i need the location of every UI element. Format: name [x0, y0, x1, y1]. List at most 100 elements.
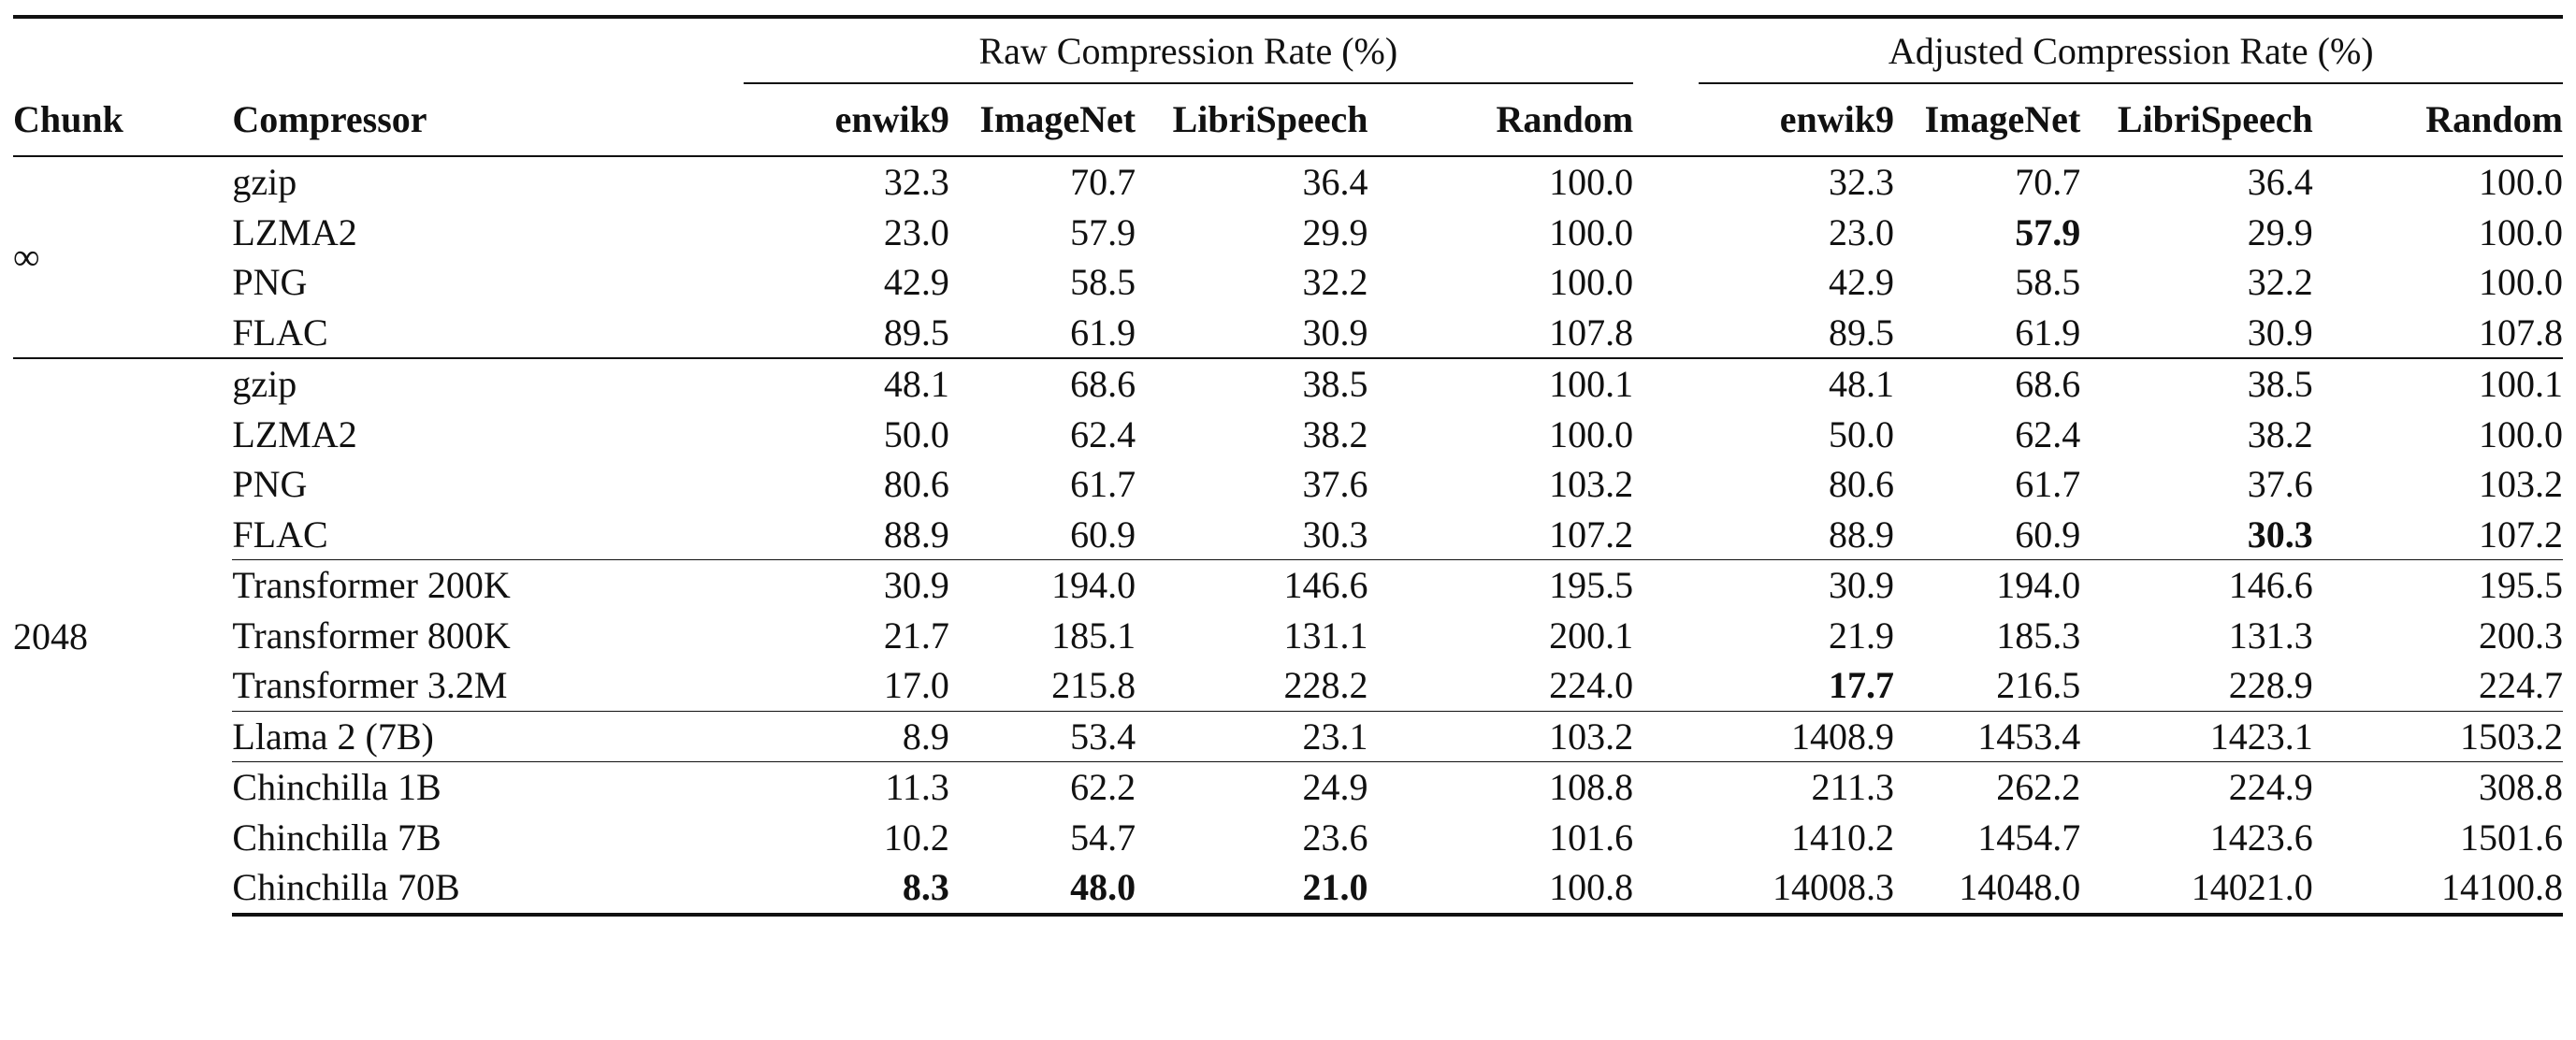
adjusted-rate-cell: 50.0 [1829, 412, 1895, 455]
adjusted-rate-cell: 61.7 [2015, 463, 2081, 505]
adjusted-rate-cell: 68.6 [1894, 357, 2081, 410]
adjusted-rate-cell: 1501.6 [2460, 816, 2563, 859]
compressor-column-header: Compressor [232, 98, 427, 140]
raw-random-header: Random [1496, 98, 1634, 140]
adjusted-rate-cell: 38.2 [2247, 412, 2313, 455]
column-header-row: Chunk Compressor enwik9 ImageNet LibriSp… [13, 84, 2563, 156]
adjusted-rate-cell: 211.3 [1699, 761, 1895, 813]
table-row: Transformer 200K 30.9 194.0 146.6 195.5 30.9 1… [13, 559, 2563, 611]
adjusted-rate-cell: 88.9 [1829, 513, 1895, 556]
adjusted-rate-cell: 103.2 [2479, 463, 2563, 505]
raw-rate-cell: 53.4 [948, 710, 1136, 762]
compressor-name-cell: PNG [232, 463, 308, 505]
adjusted-rate-cell: 224.7 [2479, 664, 2563, 706]
adjusted-rate-cell: 100.1 [2312, 357, 2563, 410]
raw-rate-cell: 60.9 [1070, 513, 1136, 556]
compressor-name-cell: Transformer 200K [232, 559, 744, 611]
raw-rate-cell: 131.1 [1283, 614, 1368, 657]
chunk-column-header: Chunk [13, 98, 123, 140]
adjusted-rate-cell: 224.9 [2080, 761, 2313, 813]
adjusted-librispeech-header: LibriSpeech [2117, 98, 2313, 140]
raw-rate-cell: 23.0 [883, 210, 949, 253]
chunk-size-cell: ∞ [13, 155, 233, 358]
raw-rate-cell: 89.5 [883, 311, 949, 354]
raw-rate-cell: 100.0 [1549, 412, 1634, 455]
compressor-name-cell: Transformer 800K [232, 614, 511, 657]
compressor-name-cell: Chinchilla 1B [232, 761, 744, 813]
raw-rate-cell: 108.8 [1368, 761, 1634, 813]
raw-rate-cell: 62.2 [948, 761, 1136, 813]
adjusted-rate-cell: 42.9 [1829, 261, 1895, 303]
compressor-name-cell: gzip [232, 357, 744, 410]
adjusted-rate-cell: 107.8 [2479, 311, 2563, 354]
raw-rate-cell: 8.9 [743, 710, 949, 762]
raw-rate-cell: 194.0 [948, 559, 1136, 611]
raw-rate-cell: 42.9 [883, 261, 949, 303]
adjusted-rate-cell: 1423.6 [2209, 816, 2313, 859]
raw-rate-cell: 107.2 [1549, 513, 1634, 556]
compressor-name-cell: LZMA2 [232, 210, 357, 253]
adjusted-rate-cell: 100.0 [2479, 412, 2563, 455]
raw-rate-cell: 38.2 [1302, 412, 1368, 455]
raw-rate-cell: 101.6 [1549, 816, 1634, 859]
raw-rate-cell: 80.6 [883, 463, 949, 505]
raw-rate-cell: 195.5 [1368, 559, 1634, 611]
adjusted-rate-cell: 1423.1 [2080, 710, 2313, 762]
raw-rate-cell: 23.6 [1302, 816, 1368, 859]
table-row: Chinchilla 70B 8.3 48.0 21.0 100.8 14008.3 140… [13, 862, 2563, 917]
adjusted-rate-cell: 23.0 [1829, 210, 1895, 253]
adjusted-rate-cell: 36.4 [2080, 155, 2313, 208]
raw-rate-cell: 100.0 [1549, 261, 1634, 303]
table-row: FLAC 88.9 60.9 30.3 107.2 88.9 60.9 30.3 107.2 [13, 510, 2563, 560]
adjusted-rate-cell: 30.9 [1699, 559, 1895, 611]
raw-rate-cell: 88.9 [883, 513, 949, 556]
adjusted-rate-cell: 38.5 [2080, 357, 2313, 410]
raw-rate-cell: 30.3 [1302, 513, 1368, 556]
raw-rate-cell: 62.4 [1070, 412, 1136, 455]
compressor-name-cell: FLAC [232, 513, 328, 556]
table-body: ∞ gzip 32.3 70.7 36.4 100.0 32.3 70.7 36.4 100.0 L… [13, 155, 2563, 917]
adjusted-rate-cell: 262.2 [1894, 761, 2081, 813]
adjusted-rate-cell: 131.3 [2228, 614, 2313, 657]
adjusted-rate-cell: 1454.7 [1977, 816, 2081, 859]
raw-rate-cell: 185.1 [1051, 614, 1136, 657]
raw-rate-cell: 8.3 [743, 862, 949, 917]
table-row: ∞ gzip 32.3 70.7 36.4 100.0 32.3 70.7 36.4 100.0 [13, 155, 2563, 358]
table-row: LZMA2 50.0 62.4 38.2 100.0 50.0 62.4 38.2 100.0 [13, 410, 2563, 460]
raw-imagenet-header: ImageNet [979, 98, 1136, 140]
raw-rate-cell: 215.8 [1051, 664, 1136, 706]
raw-rate-cell: 29.9 [1302, 210, 1368, 253]
adjusted-rate-cell: 100.0 [2312, 155, 2563, 208]
compression-rate-table-container: Raw Compression Rate (%) Adjusted Compre… [13, 15, 2563, 917]
table-row: LZMA2 23.0 57.9 29.9 100.0 23.0 57.9 29.9 100.0 [13, 208, 2563, 258]
raw-rate-cell: 224.0 [1549, 664, 1634, 706]
raw-rate-cell: 32.3 [743, 155, 949, 208]
adjusted-rate-cell: 60.9 [2015, 513, 2081, 556]
raw-rate-cell: 200.1 [1549, 614, 1634, 657]
table-row: Transformer 800K 21.7 185.1 131.1 200.1 21.9 1… [13, 611, 2563, 661]
adjusted-rate-cell: 21.9 [1829, 614, 1895, 657]
raw-rate-cell: 24.9 [1136, 761, 1368, 813]
adjusted-rate-cell: 80.6 [1829, 463, 1895, 505]
adjusted-rate-cell: 48.1 [1699, 357, 1895, 410]
raw-rate-cell: 37.6 [1302, 463, 1368, 505]
compressor-name-cell: Chinchilla 7B [232, 816, 441, 859]
raw-rate-cell: 32.2 [1302, 261, 1368, 303]
adjusted-rate-cell: 62.4 [2015, 412, 2081, 455]
adjusted-rate-cell: 89.5 [1829, 311, 1895, 354]
adjusted-rate-cell: 195.5 [2312, 559, 2563, 611]
adjusted-rate-cell: 37.6 [2247, 463, 2313, 505]
raw-rate-cell: 103.2 [1368, 710, 1634, 762]
raw-rate-cell: 17.0 [883, 664, 949, 706]
adjusted-rate-cell: 58.5 [2015, 261, 2081, 303]
raw-rate-cell: 100.0 [1549, 210, 1634, 253]
adjusted-rate-cell: 30.9 [2247, 311, 2313, 354]
adjusted-rate-cell: 14008.3 [1699, 862, 1895, 917]
raw-rate-group-header: Raw Compression Rate (%) [743, 19, 1634, 84]
raw-rate-cell: 21.7 [883, 614, 949, 657]
adjusted-rate-cell: 32.2 [2247, 261, 2313, 303]
raw-rate-cell: 38.5 [1136, 357, 1368, 410]
adjusted-rate-cell: 216.5 [1996, 664, 2081, 706]
compressor-name-cell: Llama 2 (7B) [232, 710, 744, 762]
compressor-name-cell: FLAC [232, 311, 328, 354]
